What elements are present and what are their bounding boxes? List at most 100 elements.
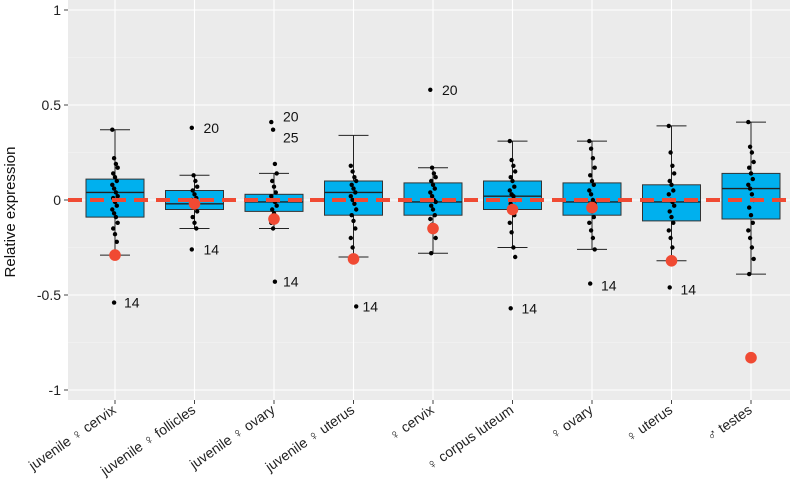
data-point xyxy=(195,184,200,189)
data-point xyxy=(746,228,751,233)
data-point xyxy=(349,182,354,187)
data-point xyxy=(114,239,120,244)
highlight-marker xyxy=(188,198,201,210)
highlight-marker xyxy=(347,253,360,265)
outlier-label: 20 xyxy=(442,82,458,98)
data-point xyxy=(588,173,593,178)
data-point xyxy=(429,203,434,208)
outlier-label: 14 xyxy=(283,274,299,290)
data-point xyxy=(748,213,754,218)
data-point xyxy=(747,205,752,210)
data-point xyxy=(270,207,275,212)
data-point xyxy=(751,159,756,165)
data-point xyxy=(110,127,115,132)
data-point xyxy=(667,178,672,184)
data-point xyxy=(750,220,755,225)
data-point xyxy=(192,220,197,225)
data-point xyxy=(672,203,677,208)
x-tick-label: ♀ cervix xyxy=(386,401,437,443)
y-axis: 1 0.5 0 -0.5 -1 xyxy=(37,2,68,398)
data-point xyxy=(748,171,754,176)
data-point xyxy=(668,235,673,241)
data-point xyxy=(113,161,119,167)
markers-layer xyxy=(109,198,757,364)
data-point xyxy=(353,226,358,231)
data-point xyxy=(588,281,593,286)
data-point xyxy=(110,207,115,212)
highlight-marker xyxy=(427,222,439,235)
data-point xyxy=(115,220,120,225)
data-point xyxy=(747,165,752,170)
data-point xyxy=(749,150,755,155)
data-point xyxy=(193,178,198,184)
data-point xyxy=(671,220,676,225)
data-point xyxy=(590,197,596,203)
data-point xyxy=(111,226,116,231)
data-point xyxy=(348,235,353,241)
highlight-marker xyxy=(109,249,121,261)
data-point xyxy=(115,165,120,170)
outlier-label: 20 xyxy=(204,120,220,136)
data-point xyxy=(749,245,755,250)
outlier-label: 14 xyxy=(363,298,379,314)
data-point xyxy=(587,220,592,225)
data-point xyxy=(428,216,433,222)
data-point xyxy=(113,214,119,220)
data-point xyxy=(588,146,594,151)
data-point xyxy=(274,203,279,208)
data-point xyxy=(746,119,751,125)
data-point xyxy=(507,220,512,225)
data-point xyxy=(351,186,356,191)
data-point xyxy=(354,304,359,309)
data-point xyxy=(111,186,117,191)
data-point xyxy=(429,178,434,184)
data-point xyxy=(272,279,278,284)
outlier-label: 14 xyxy=(681,281,697,297)
data-point xyxy=(111,171,116,176)
data-point xyxy=(509,230,514,235)
data-point xyxy=(270,178,275,184)
data-point xyxy=(432,186,437,191)
data-point xyxy=(111,156,117,161)
data-point xyxy=(348,194,353,199)
x-tick-label: ♀ ovary xyxy=(547,401,596,442)
data-point xyxy=(114,203,120,208)
outlier-label: 14 xyxy=(522,300,538,316)
data-point xyxy=(353,190,358,195)
data-point xyxy=(667,209,672,214)
data-point xyxy=(508,306,513,311)
data-point xyxy=(111,211,117,216)
data-point xyxy=(589,178,595,184)
data-point xyxy=(509,157,514,163)
data-point xyxy=(666,192,671,197)
data-point xyxy=(112,232,118,237)
y-tick-label: -0.5 xyxy=(37,287,61,303)
data-point xyxy=(274,171,279,176)
data-point xyxy=(269,194,274,199)
y-tick-label: 0 xyxy=(53,192,61,208)
outlier-label: 14 xyxy=(124,295,140,311)
data-point xyxy=(114,178,120,184)
data-point xyxy=(270,127,276,132)
data-point xyxy=(428,190,433,195)
data-point xyxy=(747,235,753,241)
data-point xyxy=(512,184,517,189)
data-point xyxy=(429,251,434,256)
data-point xyxy=(587,188,592,193)
data-point xyxy=(433,175,438,180)
data-point xyxy=(433,199,438,205)
data-point xyxy=(592,247,597,252)
data-point xyxy=(110,182,115,187)
data-point xyxy=(111,300,117,305)
x-tick-label: ♀ corpus luteum xyxy=(423,401,516,473)
data-point xyxy=(588,192,594,197)
data-point xyxy=(590,235,596,241)
data-point xyxy=(592,165,597,170)
x-tick-label: ♂ testes xyxy=(703,401,755,444)
data-point xyxy=(513,169,518,174)
data-point xyxy=(430,182,436,187)
data-point xyxy=(750,176,755,182)
data-point xyxy=(511,245,516,250)
